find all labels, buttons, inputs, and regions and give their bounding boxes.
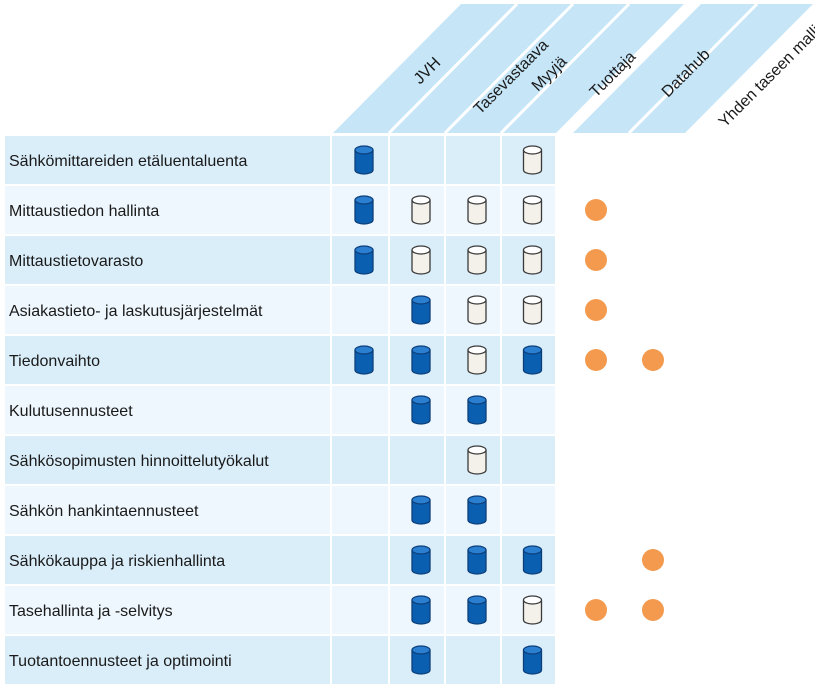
row-label-cell [5, 236, 330, 284]
orange-dot-datahub [585, 349, 607, 371]
database-dark-icon [467, 395, 487, 425]
database-dark-icon [522, 345, 543, 375]
row-label-cell [5, 186, 330, 234]
database-dark-icon [354, 245, 374, 275]
database-dark-icon [411, 295, 431, 325]
row-label-cell [5, 586, 330, 634]
orange-dot-yhden-taseen-malli [642, 349, 664, 371]
row-label-cell [5, 136, 330, 184]
database-light-icon [467, 445, 487, 475]
database-light-icon [467, 295, 487, 325]
row-label-tasehallinta-ja-selvitys: Tasehallinta ja -selvitys [9, 603, 173, 620]
row-label-cell [5, 336, 330, 384]
database-dark-icon [522, 545, 543, 575]
database-dark-icon [411, 645, 431, 675]
row-label-cell [5, 386, 330, 434]
row-label-s-hk-n-hankintaennusteet: Sähkön hankintaennusteet [9, 503, 199, 520]
matrix-cell [332, 286, 388, 334]
row-label-cell [5, 436, 330, 484]
database-dark-icon [522, 645, 543, 675]
row-label-asiakastieto-ja-laskutusj-rjestelm-t: Asiakastieto- ja laskutusjärjestelmät [9, 303, 263, 320]
row-label-cell [5, 636, 330, 684]
database-light-icon [522, 245, 543, 275]
database-dark-icon [467, 545, 487, 575]
row-label-kulutusennusteet: Kulutusennusteet [9, 403, 133, 420]
matrix-cell [446, 136, 500, 184]
database-dark-icon [354, 145, 374, 175]
orange-dot-datahub [585, 249, 607, 271]
matrix-cell [332, 486, 388, 534]
database-light-icon [411, 195, 431, 225]
database-dark-icon [411, 345, 431, 375]
column-header-bands [333, 2, 813, 135]
header-separator [443, 2, 575, 135]
matrix-cell [502, 386, 555, 434]
database-dark-icon [354, 345, 374, 375]
orange-dot-datahub [585, 199, 607, 221]
matrix-markers [354, 145, 664, 675]
database-light-icon [522, 295, 543, 325]
matrix-cell [332, 436, 388, 484]
orange-dot-datahub [585, 299, 607, 321]
database-light-icon [522, 195, 543, 225]
database-dark-icon [411, 595, 431, 625]
row-label-mittaustiedon-hallinta: Mittaustiedon hallinta [9, 203, 159, 220]
database-dark-icon [411, 545, 431, 575]
row-label-s-hk-kauppa-ja-riskienhallinta: Sähkökauppa ja riskienhallinta [9, 553, 225, 570]
matrix-cell [332, 636, 388, 684]
matrix-cell [390, 436, 444, 484]
row-label-tuotantoennusteet-ja-optimointi: Tuotantoennusteet ja optimointi [9, 653, 232, 670]
database-light-icon [467, 245, 487, 275]
orange-dot-yhden-taseen-malli [642, 599, 664, 621]
database-dark-icon [467, 595, 487, 625]
matrix-cell [390, 136, 444, 184]
database-light-icon [411, 245, 431, 275]
matrix-cells [5, 136, 555, 684]
matrix-cell [332, 386, 388, 434]
row-label-s-hk-sopimusten-hinnoitteluty-kalut: Sähkösopimusten hinnoittelutyökalut [9, 453, 269, 470]
matrix-cell [502, 436, 555, 484]
row-label-mittaustietovarasto: Mittaustietovarasto [9, 253, 143, 270]
database-light-icon [467, 345, 487, 375]
orange-dot-datahub [585, 599, 607, 621]
database-light-icon [522, 145, 543, 175]
header-separator [499, 2, 631, 135]
database-dark-icon [411, 395, 431, 425]
row-labels: Sähkömittareiden etäluentaluenta Mittaust… [9, 153, 269, 670]
database-dark-icon [354, 195, 374, 225]
database-dark-icon [411, 495, 431, 525]
matrix-cell [446, 636, 500, 684]
database-light-icon [522, 595, 543, 625]
database-light-icon [467, 195, 487, 225]
orange-dot-yhden-taseen-malli [642, 549, 664, 571]
database-dark-icon [467, 495, 487, 525]
matrix-cell [332, 536, 388, 584]
header-separator [387, 2, 519, 135]
row-label-cell [5, 286, 330, 334]
row-label-cell [5, 536, 330, 584]
header-separator [627, 2, 759, 135]
matrix-cell [502, 486, 555, 534]
matrix-cell [332, 586, 388, 634]
row-label-tiedonvaihto: Tiedonvaihto [9, 353, 100, 370]
row-label-s-hk-mittareiden-et-luentaluenta: Sähkömittareiden etäluentaluenta [9, 153, 247, 170]
row-label-cell [5, 486, 330, 534]
